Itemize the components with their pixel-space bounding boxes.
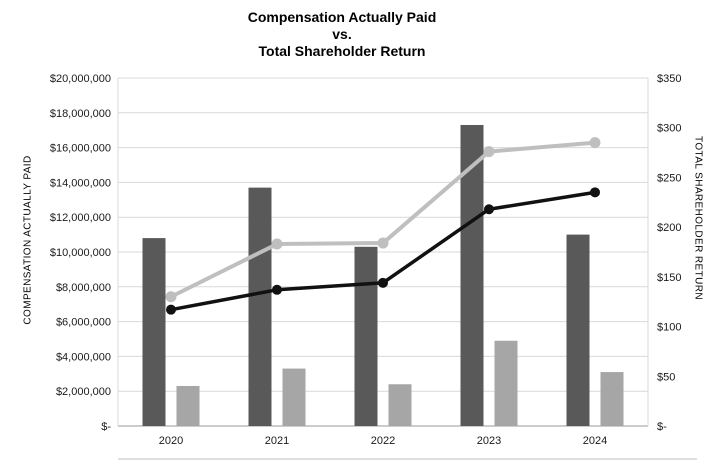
chart-title-line-2: vs. — [332, 26, 352, 42]
right-axis-tick-label: $- — [657, 421, 667, 433]
black-line — [169, 190, 597, 312]
black-line-marker — [166, 304, 176, 315]
left-axis-tick-label: $12,000,000 — [50, 212, 111, 224]
light-gray-bars-bar — [282, 368, 306, 426]
black-line-marker — [378, 277, 388, 288]
left-axis-tick-label: $8,000,000 — [56, 282, 111, 294]
black-line-marker — [590, 187, 600, 198]
black-line-marker — [484, 204, 494, 215]
right-axis-tick-label: $300 — [657, 123, 681, 135]
gray-line-marker — [589, 137, 601, 149]
gray-line — [169, 140, 597, 299]
right-axis-tick-label: $250 — [657, 172, 681, 184]
x-axis-label: 2021 — [265, 435, 289, 447]
left-axis-tick-label: $- — [101, 421, 111, 433]
black-line-marker — [272, 284, 282, 295]
right-axis-tick-label: $50 — [657, 371, 675, 383]
x-axis-label: 2024 — [583, 435, 607, 447]
chart-title-line-3: Total Shareholder Return — [258, 43, 426, 59]
gray-line-marker — [377, 237, 389, 249]
left-axis-tick-label: $14,000,000 — [50, 177, 111, 189]
left-axis-tick-label: $4,000,000 — [56, 351, 111, 363]
dark-gray-bars-bar — [248, 187, 272, 426]
light-gray-bars-bar — [494, 340, 518, 426]
right-axis-tick-label: $350 — [657, 73, 681, 85]
left-axis-tick-label: $10,000,000 — [50, 247, 111, 259]
left-axis-tick-label: $6,000,000 — [56, 317, 111, 329]
dark-gray-bars-bar — [460, 124, 484, 426]
dark-gray-bars-bar — [142, 238, 166, 426]
left-axis-tick-label: $18,000,000 — [50, 108, 111, 120]
x-axis-label: 2023 — [477, 435, 501, 447]
gray-line-marker — [165, 291, 177, 303]
right-axis-tick-label: $200 — [657, 222, 681, 234]
dark-gray-bars-bar — [354, 246, 378, 426]
gray-line-marker — [271, 238, 283, 250]
gray-line-marker — [483, 146, 495, 158]
left-axis-tick-label: $20,000,000 — [50, 73, 111, 85]
right-axis-tick-label: $150 — [657, 272, 681, 284]
dark-gray-bars-bar — [566, 234, 590, 426]
chart-title-line-1: Compensation Actually Paid — [247, 9, 437, 25]
light-gray-bars-bar — [600, 372, 624, 426]
x-axis-label: 2022 — [371, 435, 395, 447]
left-axis-tick-label: $2,000,000 — [56, 386, 111, 398]
x-axis-label: 2020 — [159, 435, 183, 447]
right-axis-tick-label: $100 — [657, 322, 681, 334]
chart-title: Compensation Actually Paid vs. Total Sha… — [0, 9, 684, 60]
left-axis-tick-label: $16,000,000 — [50, 143, 111, 155]
light-gray-bars-bar — [176, 385, 200, 426]
light-gray-bars-bar — [388, 384, 412, 426]
